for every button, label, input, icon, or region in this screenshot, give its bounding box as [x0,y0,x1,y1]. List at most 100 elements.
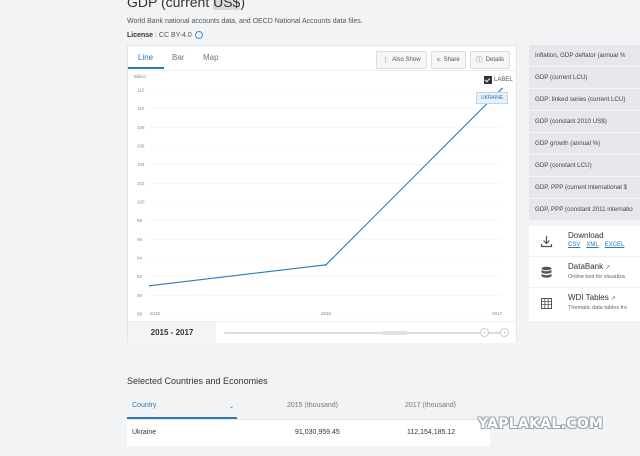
vertical-dots-icon: ⋮ [382,57,390,64]
download-csv-link[interactable]: CSV [568,242,581,248]
databank-row[interactable]: DataBank ↗ Online tool for visualiza [529,257,640,288]
year-slider-track[interactable] [224,332,506,334]
share-label: Share [443,57,460,63]
section-title: Selected Countries and Economies [127,376,268,386]
share-button[interactable]: < Share [430,51,466,69]
y-tick-label: 94 [137,256,143,261]
chart-tabs: Line Bar Map [128,46,248,70]
x-tick-label: 2015 [150,311,161,316]
range-separator: - [170,328,174,337]
y-tick-label: 98 [137,218,143,223]
databank-description: Online tool for visualiza [568,274,625,280]
table-row: Ukraine 91,030,959.45 112,154,185.12 [127,420,490,446]
external-link-icon: ↗ [605,265,611,271]
year-range-label: 2015 - 2017 [128,322,216,343]
license: License : CC BY-4.0 [127,31,203,39]
range-start: 2015 [150,328,169,337]
download-excel-link[interactable]: EXCEL [604,242,625,248]
tab-map[interactable]: Map [203,53,219,62]
wdi-description: Thematic data tables fro [568,305,628,311]
databank-title-text: DataBank [568,262,604,271]
indicator-item[interactable]: GDP: linked series (current LCU) [529,89,640,110]
indicator-item[interactable]: GDP (constant LCU) [529,155,640,176]
details-label: Details [485,57,504,63]
wdi-title: WDI Tables ↗ [568,293,616,302]
cell-country[interactable]: Ukraine [132,429,157,436]
indicator-item[interactable]: GDP (constant 2010 US$) [529,111,640,132]
chart-toolbar: ⋮ Also Show < Share ⓘ Details [376,51,510,69]
year-range-bar: 2015 - 2017 [128,321,516,343]
year-slider-end-handle[interactable] [500,328,509,337]
column-header-2017[interactable]: 2017 (thousand) [405,402,456,409]
download-links: CSV XML EXCEL [568,242,630,248]
download-row: Download CSV XML EXCEL [529,226,640,257]
toolbar-divider [128,70,516,71]
table-icon [541,298,552,309]
label-toggle-text: LABEL [494,77,513,83]
also-show-button[interactable]: ⋮ Also Show [376,51,427,69]
page-title-prefix: GDP (current [127,0,214,10]
download-title: Download [568,231,604,240]
label-checkbox[interactable] [484,76,492,84]
wdi-title-text: WDI Tables [568,293,609,302]
x-tick-label: 2016 [321,311,332,316]
y-tick-label: 102 [137,181,145,186]
year-slider-selection [383,331,407,335]
table-header: Country ⌄ 2015 (thousand) 2017 (thousand… [127,395,490,420]
y-tick-label: 88 [137,312,143,317]
download-panel: Download CSV XML EXCEL DataBank ↗ Online to… [529,226,640,321]
y-axis-unit-label: Billion [134,74,147,79]
y-tick-label: 92 [137,274,143,279]
data-point [501,87,503,90]
external-link-icon: ↗ [610,296,616,302]
database-icon [541,266,552,278]
y-tick-label: 100 [137,200,145,205]
data-point [325,263,327,266]
databank-title: DataBank ↗ [568,262,610,271]
also-show-label: Also Show [392,57,421,63]
page-title: GDP (current US$) [127,0,245,10]
y-tick-label: 108 [137,125,145,130]
download-xml-link[interactable]: XML [586,242,599,248]
series-line-ukraine [149,88,503,287]
label-toggle[interactable]: LABEL [484,76,513,84]
tab-bar[interactable]: Bar [172,53,185,62]
indicator-item[interactable]: Inflation, GDP deflator (annual % [529,45,640,66]
country-column-underline [127,417,237,419]
watermark: YAPLAKAL.COM [478,416,604,432]
details-button[interactable]: ⓘ Details [469,51,510,69]
tab-line[interactable]: Line [138,53,154,62]
line-chart: Billion 88 90 92 94 96 98 100 102 104 106 108 110 112… [134,74,503,317]
data-point [149,284,151,287]
share-icon: < [436,56,441,64]
chart-card: Line Bar Map ⋮ Also Show < Share ⓘ Details … [127,45,517,343]
series-label-tag: UKRAINE [476,92,509,104]
indicator-item[interactable]: GDP, PPP (constant 2011 internatio [529,199,640,220]
y-tick-label: 112 [137,88,145,93]
indicator-item[interactable]: GDP (current LCU) [529,67,640,88]
page-title-suffix: ) [240,0,246,10]
column-header-2015[interactable]: 2015 (thousand) [287,402,338,409]
cell-2015: 91,030,959.45 [295,429,340,436]
indicator-item[interactable]: GDP, PPP (current international $ [529,177,640,198]
y-tick-label: 110 [137,106,145,111]
range-end: 2017 [175,328,194,337]
license-value: : CC BY-4.0 [155,31,192,39]
chevron-down-icon[interactable]: ⌄ [229,404,235,410]
page-title-highlight: US$ [213,0,241,10]
tab-active-indicator [128,67,164,69]
info-icon[interactable] [194,31,203,39]
related-indicators: Inflation, GDP deflator (annual % GDP (c… [529,45,640,221]
source-note: World Bank national accounts data, and O… [127,18,363,25]
license-label: License [127,31,154,39]
y-tick-label: 90 [137,293,143,298]
year-slider-start-handle[interactable] [480,328,489,337]
column-header-country[interactable]: Country [132,402,157,409]
y-tick-label: 104 [137,162,145,167]
download-icon [540,236,553,248]
indicator-item[interactable]: GDP growth (annual %) [529,133,640,154]
x-tick-label: 2017 [492,311,503,316]
info-circle-icon: ⓘ [475,57,483,64]
y-tick-label: 106 [137,144,145,149]
wdi-row[interactable]: WDI Tables ↗ Thematic data tables fro [529,288,640,318]
